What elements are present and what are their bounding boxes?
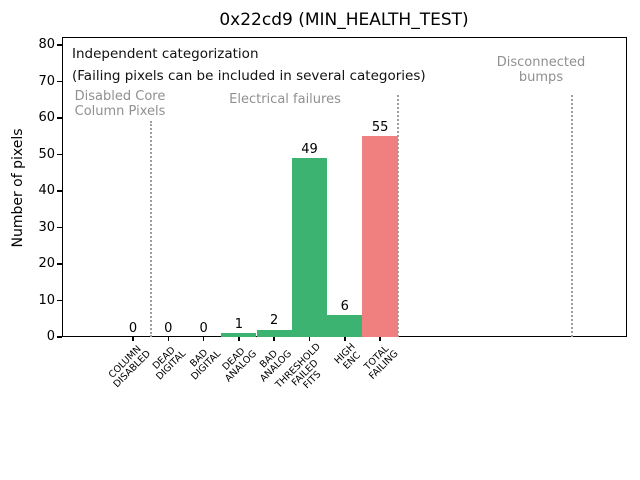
bar-value-label: 49 — [301, 141, 318, 157]
y-tick-label: 0 — [46, 329, 55, 344]
bar-value-label: 1 — [234, 316, 244, 332]
x-tick-mark — [238, 337, 240, 341]
x-tick-mark — [202, 337, 205, 341]
bar-high-enc — [327, 315, 363, 337]
x-tick-label-bad-digital: BAD DIGITAL — [183, 342, 224, 382]
x-tick-label-high-enc: HIGH ENC — [333, 341, 365, 373]
y-tick-label: 40 — [38, 183, 55, 198]
y-tick-label: 10 — [38, 292, 55, 308]
bar-total-failing — [362, 136, 398, 338]
y-tick-mark — [57, 263, 62, 265]
x-tick-label-dead-digital: DEAD DIGITAL — [148, 342, 189, 383]
section-label-disconnected: Disconnected bumps — [497, 55, 585, 85]
y-tick-mark — [57, 226, 62, 229]
y-tick-label: 50 — [38, 146, 55, 162]
bar-value-label: 0 — [128, 320, 138, 336]
section-separator — [571, 95, 573, 337]
bar-value-label: 55 — [371, 119, 389, 135]
section-label-line: Disconnected — [496, 55, 586, 70]
y-tick-mark — [57, 299, 62, 302]
y-tick-label: 30 — [38, 219, 55, 235]
y-tick-mark — [57, 336, 62, 338]
x-tick-label-dead-analog: DEAD ANALOG — [217, 342, 259, 385]
section-separator — [396, 95, 399, 337]
section-label-line: Column Pixels — [74, 104, 166, 119]
y-tick-label: 70 — [38, 73, 55, 89]
x-tick-label-column-disabled: COLUMN DISABLED — [105, 342, 153, 390]
annotation-independent-categorization: Independent categorization — [72, 46, 259, 62]
y-tick-mark — [57, 117, 62, 119]
section-label-line: bumps — [518, 70, 564, 85]
annotation-failing-pixels-note: (Failing pixels can be included in sever… — [72, 68, 426, 84]
x-tick-mark — [132, 337, 134, 341]
y-tick-label: 20 — [38, 256, 55, 271]
plot-area — [62, 37, 627, 337]
section-label-electrical-failures: Electrical failures — [229, 92, 341, 107]
x-tick-mark — [167, 337, 170, 341]
bar-dead-analog — [221, 333, 257, 337]
x-tick-mark — [308, 337, 311, 341]
section-label-line: Disabled Core — [74, 89, 166, 104]
section-separator — [149, 121, 152, 337]
bar-value-label: 0 — [164, 320, 173, 336]
x-tick-mark — [273, 337, 275, 341]
y-tick-mark — [57, 190, 62, 192]
y-tick-label: 60 — [38, 110, 55, 125]
bar-value-label: 2 — [270, 313, 279, 329]
bar-bad-analog — [256, 329, 292, 337]
bar-value-label: 6 — [340, 298, 349, 314]
bar-threshold-failed-fits — [291, 158, 328, 337]
y-tick-mark — [57, 153, 62, 156]
x-tick-label-total-failing: TOTAL FAILING — [360, 342, 400, 382]
x-tick-mark — [344, 337, 346, 341]
y-tick-mark — [57, 44, 62, 46]
chart-title: 0x22cd9 (MIN_HEALTH_TEST) — [219, 10, 469, 30]
x-tick-mark — [379, 337, 381, 341]
bar-value-label: 0 — [199, 320, 208, 336]
section-label-disabled-core: Disabled Core Column Pixels — [75, 89, 166, 119]
section-label-line: Electrical failures — [229, 92, 341, 107]
y-tick-label: 80 — [38, 37, 55, 52]
y-tick-mark — [57, 80, 62, 83]
